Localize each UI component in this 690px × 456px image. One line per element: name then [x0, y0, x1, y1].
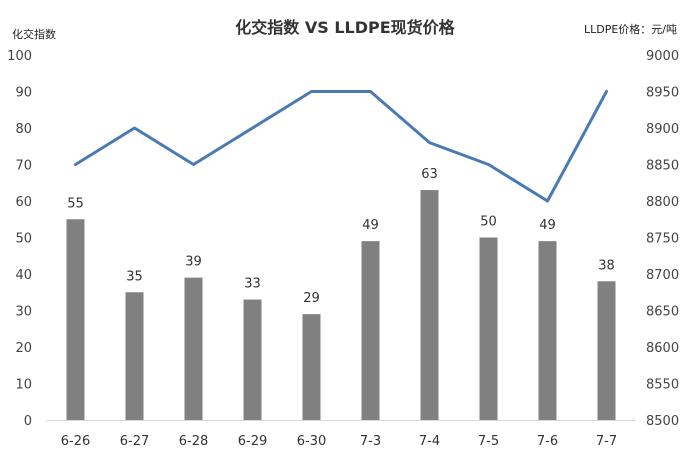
bar [125, 292, 144, 420]
bar [302, 314, 321, 420]
left-tick-label: 90 [15, 86, 32, 101]
left-tick-label: 30 [15, 305, 32, 320]
left-tick-label: 40 [15, 268, 32, 283]
bar [184, 277, 203, 420]
bar-data-label: 39 [185, 255, 202, 270]
right-tick-label: 8500 [646, 414, 679, 429]
x-tick-label: 7-6 [537, 434, 558, 449]
left-tick-label: 80 [15, 122, 32, 137]
bar-data-labels: 55 35 39 33 29 49 63 50 49 38 [67, 167, 615, 306]
bar-data-label: 35 [126, 269, 143, 284]
x-tick-label: 7-3 [360, 434, 381, 449]
right-tick-label: 8600 [646, 341, 679, 356]
right-tick-label: 8800 [646, 195, 679, 210]
bar-data-label: 50 [480, 215, 497, 230]
right-tick-label: 8950 [646, 86, 679, 101]
right-tick-label: 8700 [646, 268, 679, 283]
bar [420, 190, 439, 420]
left-axis-ticks: 0 10 20 30 40 50 60 70 80 90 100 [7, 49, 32, 429]
bar-data-label: 38 [598, 258, 615, 273]
x-tick-label: 7-5 [478, 434, 499, 449]
line-series [74, 90, 608, 203]
x-tick-label: 7-7 [596, 434, 617, 449]
left-tick-label: 100 [7, 49, 32, 64]
left-tick-label: 20 [15, 341, 32, 356]
x-tick-label: 6-28 [179, 434, 209, 449]
price-line [74, 90, 608, 203]
bar [243, 299, 262, 420]
bar-data-label: 49 [539, 218, 556, 233]
left-tick-label: 50 [15, 232, 32, 247]
x-tick-label: 7-4 [419, 434, 440, 449]
right-tick-label: 8650 [646, 305, 679, 320]
bar [66, 219, 85, 420]
bar [479, 237, 498, 420]
left-tick-label: 0 [24, 414, 32, 429]
bar [538, 241, 557, 420]
right-tick-label: 8750 [646, 232, 679, 247]
bar [361, 241, 380, 420]
x-tick-label: 6-27 [120, 434, 150, 449]
x-axis-ticks: 6-26 6-27 6-28 6-29 6-30 7-3 7-4 7-5 7-6 7-7 [61, 434, 617, 449]
bar-data-label: 63 [421, 167, 438, 182]
bar-data-label: 33 [244, 277, 261, 292]
right-tick-label: 9000 [646, 49, 679, 64]
left-tick-label: 70 [15, 159, 32, 174]
left-axis-unit: 化交指数 [12, 27, 56, 41]
bar-series [66, 190, 616, 420]
x-tick-label: 6-30 [297, 434, 327, 449]
right-axis-unit: LLDPE价格：元/吨 [584, 22, 677, 36]
right-tick-label: 8900 [646, 122, 679, 137]
bar-data-label: 49 [362, 218, 379, 233]
right-tick-label: 8550 [646, 378, 679, 393]
left-tick-label: 60 [15, 195, 32, 210]
bar-data-label: 29 [303, 291, 320, 306]
x-tick-label: 6-29 [238, 434, 268, 449]
bar-data-label: 55 [67, 196, 84, 211]
chart-title: 化交指数 VS LLDPE现货价格 [235, 18, 455, 37]
left-tick-label: 10 [15, 378, 32, 393]
x-tick-label: 6-26 [61, 434, 91, 449]
right-axis-ticks: 8500 8550 8600 8650 8700 8750 8800 8850 8900 8950… [646, 49, 679, 429]
right-tick-label: 8850 [646, 159, 679, 174]
bar [597, 281, 616, 420]
